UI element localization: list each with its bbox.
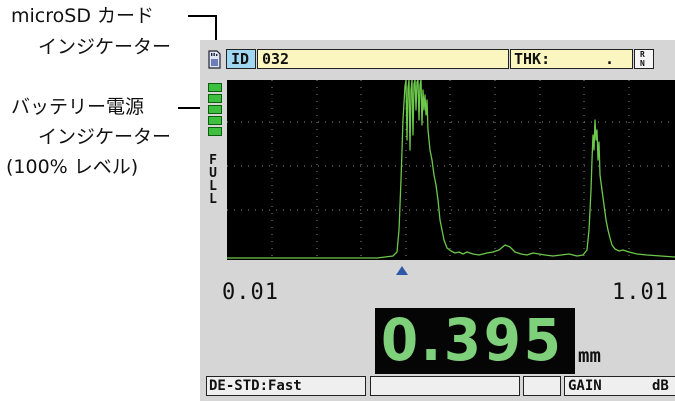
status-field-empty-1 (370, 376, 520, 396)
mode-label: DE-STD:Fast (209, 378, 302, 394)
waveform-trace (227, 80, 675, 259)
battery-icon (207, 83, 223, 139)
battery-leader (178, 107, 207, 109)
id-tag-field (226, 49, 256, 69)
status-bar: DE-STD:Fast GAIN dB (200, 375, 675, 397)
mode-field[interactable] (206, 376, 366, 396)
thickness-readout: 0.395 (375, 306, 575, 374)
id-value-field[interactable] (257, 49, 509, 69)
thk-field (510, 49, 633, 69)
battery-full-char-3: L (209, 179, 217, 194)
scale-end-label: 1.01 (612, 280, 669, 305)
battery-full-char-1: F (209, 153, 217, 168)
gain-field[interactable] (564, 376, 675, 396)
id-value: 032 (262, 50, 290, 68)
battery-callout-line2: インジケーター (38, 126, 172, 148)
microsd-callout-line1: microSD カード (11, 5, 154, 27)
microsd-callout-line2: インジケーター (38, 36, 172, 58)
status-field-empty-2 (523, 376, 561, 396)
triangle-up-icon (396, 262, 408, 275)
microsd-card-icon (208, 50, 221, 69)
thk-value: . (605, 50, 615, 68)
thickness-unit: mm (578, 345, 601, 367)
microsd-leader-v (215, 15, 217, 45)
battery-full-char-2: U (209, 166, 217, 181)
battery-callout-line3: (100% レベル) (6, 156, 139, 178)
status-indicator-box (634, 49, 654, 69)
battery-full-char-4: L (209, 192, 217, 207)
waveform-grid (227, 80, 675, 260)
scale-start-label: 0.01 (222, 280, 279, 305)
microsd-leader-h (188, 15, 217, 17)
waveform-display (227, 80, 675, 260)
battery-callout-line1: バッテリー電源 (11, 96, 145, 118)
thk-label: THK: (514, 50, 551, 68)
id-label: ID (231, 50, 250, 68)
thickness-value: 0.395 (381, 306, 564, 374)
gain-label: GAIN (568, 378, 602, 394)
gain-unit: dB (652, 378, 669, 394)
